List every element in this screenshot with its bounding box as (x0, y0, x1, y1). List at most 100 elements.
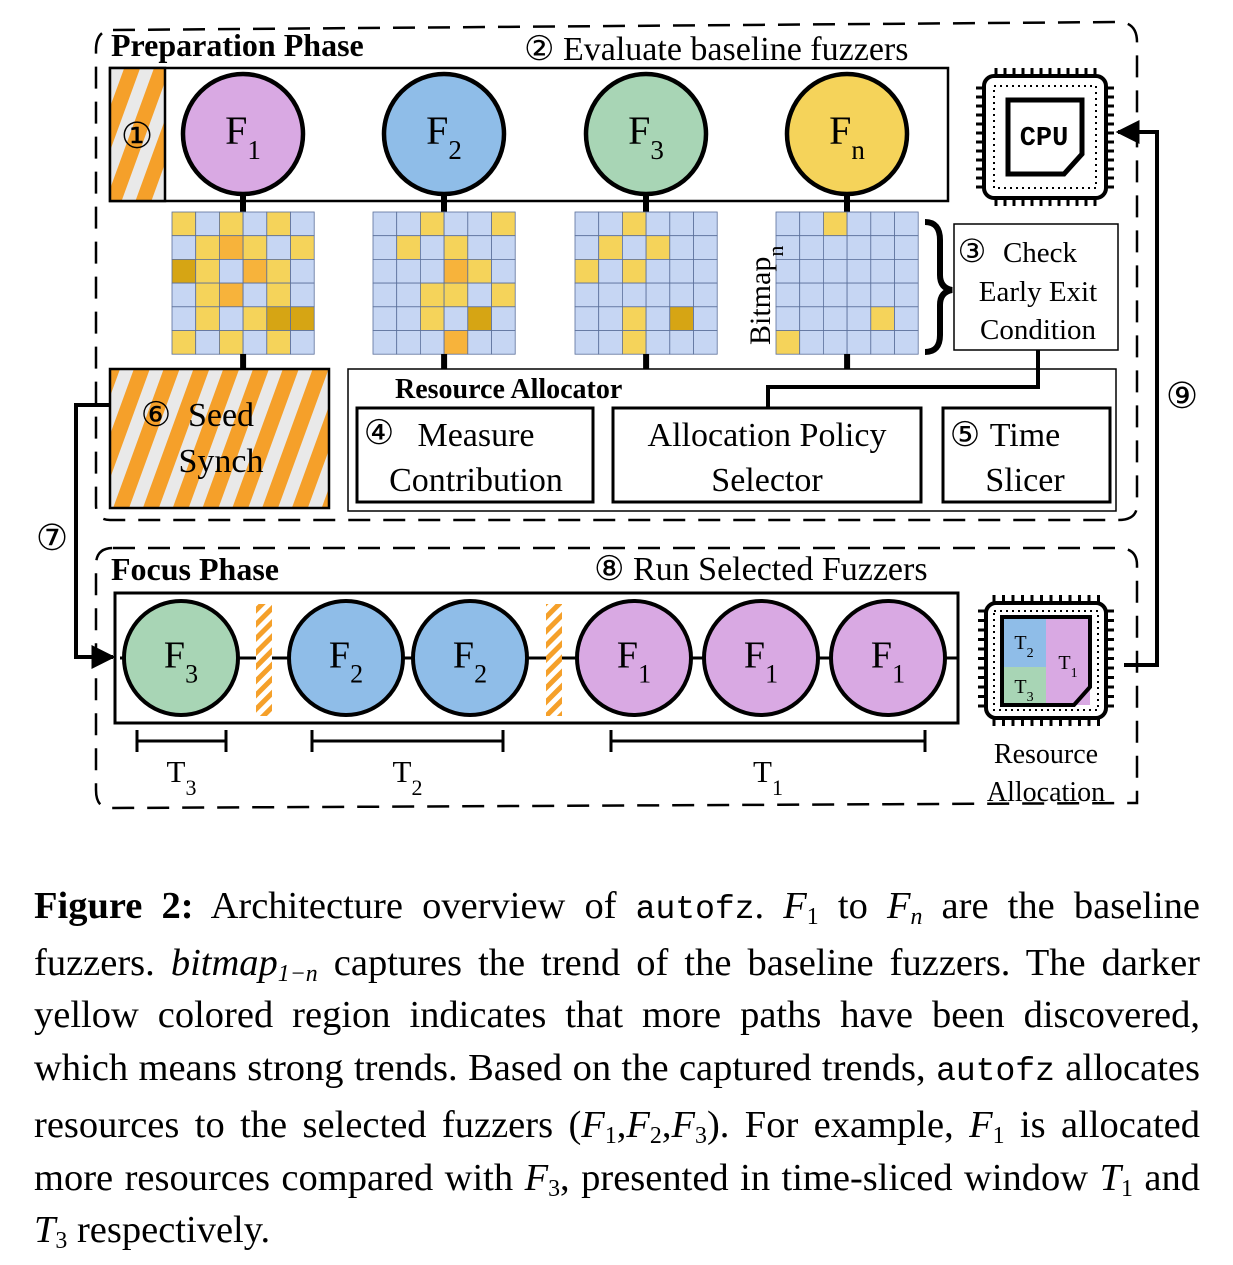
bitmap-cell (870, 235, 895, 260)
bitmap-cell (894, 330, 919, 355)
focus-fuzzer-label: F1 (744, 634, 778, 688)
check-line2: Early Exit (979, 276, 1097, 308)
bitmap-cell (218, 211, 244, 237)
time-window-label: T3 (167, 754, 197, 800)
check-to-policy-line (766, 350, 1040, 408)
bitmap-cell (467, 330, 492, 355)
bitmap-cell (171, 211, 197, 237)
bitmap-cell (645, 282, 671, 308)
bitmap-cell (645, 235, 671, 260)
chip-region-t2 (1002, 617, 1046, 667)
bitmap-cell (870, 306, 895, 331)
bitmap-cell (396, 211, 421, 237)
bitmap-cell (846, 306, 872, 331)
bitmap-cell (622, 258, 647, 284)
bitmap-cell (622, 330, 647, 355)
bitmap-cell (242, 258, 268, 284)
bitmap-cell (870, 282, 895, 308)
bitmap-cell (598, 282, 623, 308)
bitmap-n-label: Bitmapn (744, 246, 788, 345)
focus-phase-title: Focus Phase (111, 551, 279, 587)
measure-contribution-box (355, 406, 595, 504)
bitmap-cell (823, 306, 848, 331)
run-selected-fuzzers-label: ⑧ Run Selected Fuzzers (594, 551, 928, 588)
focus-fuzzer-circle (702, 599, 820, 717)
allocation-policy-box (611, 406, 923, 504)
bitmap-cell (669, 330, 694, 355)
preparation-phase-title: Preparation Phase (111, 27, 364, 63)
preparation-phase-frame (94, 20, 1139, 522)
step9-number: ⑨ (1166, 376, 1198, 416)
baseline-fuzzer-label: F3 (628, 108, 664, 165)
time-slicer-box (941, 406, 1112, 504)
bitmap-cell (799, 282, 824, 308)
bitmap-cell (195, 235, 220, 260)
bitmap-cell (846, 330, 872, 355)
bitmap-cell (195, 306, 220, 331)
focus-fuzzer-label: F2 (453, 634, 487, 688)
bitmap-cell (396, 306, 421, 331)
check-number: ③ (958, 233, 987, 269)
figure-caption: Figure 2: Architecture overview of autof… (34, 880, 1200, 1257)
bitmap-cell (195, 282, 220, 308)
bitmap-cell (419, 330, 445, 355)
bitmap-cell (645, 258, 671, 284)
bitmap-cell (467, 235, 492, 260)
bitmap-cell (645, 330, 671, 355)
bitmap-cell (775, 211, 801, 237)
bitmap-cell (574, 282, 600, 308)
bitmap-cell (467, 306, 492, 331)
policy-line2: Selector (711, 462, 823, 499)
bitmap-cell (290, 211, 315, 237)
bitmap-cell (266, 330, 291, 355)
baseline-fuzzer-circle (180, 71, 306, 197)
bitmap-cell (290, 258, 315, 284)
bitmap-cell (870, 330, 895, 355)
bitmap-cell (894, 235, 919, 260)
bitmap-cell (491, 282, 516, 308)
bitmap-cell (218, 235, 244, 260)
bitmap-cell (846, 282, 872, 308)
check-early-exit-box (953, 223, 1119, 351)
bitmap-cell (419, 211, 445, 237)
bitmaps (171, 211, 919, 369)
baseline-fuzzer-circle (583, 71, 709, 197)
focus-fuzzer-circle (122, 599, 240, 717)
bitmap-cell (669, 306, 694, 331)
bitmap-cell (443, 235, 469, 260)
bitmap-cell (419, 235, 445, 260)
bitmap-cell (693, 306, 718, 331)
bitmap-cell (372, 306, 398, 331)
bitmap-cell (266, 282, 291, 308)
bitmap-cell (491, 306, 516, 331)
focus-fuzzer-circle (287, 599, 405, 717)
bitmap-cell (266, 235, 291, 260)
bitmap-cell (266, 258, 291, 284)
architecture-diagram: Preparation Phase ② Evaluate baseline fu… (36, 20, 1198, 810)
seed-synch-number: ⑥ (141, 397, 171, 434)
step1-number: ① (121, 116, 153, 156)
bitmap-cell (775, 282, 801, 308)
slicer-number: ⑤ (950, 417, 980, 454)
bitmap-cell (290, 306, 315, 331)
bitmap-cell (846, 258, 872, 284)
bitmap-cell (823, 282, 848, 308)
focus-fuzzer-circle (411, 599, 529, 717)
time-windows: T3 T2 T1 (135, 730, 927, 800)
evaluate-baseline-label: ② Evaluate baseline fuzzers (524, 31, 908, 68)
check-line3: Condition (980, 314, 1097, 346)
bitmap-cell (846, 211, 872, 237)
bitmap-cell (645, 211, 671, 237)
bitmap-cell (171, 258, 197, 284)
bitmap-cell (598, 211, 623, 237)
baseline-fuzzer-label: F2 (426, 108, 462, 165)
bitmap-cell (372, 258, 398, 284)
bitmap-cell (443, 330, 469, 355)
bitmap-cell (574, 306, 600, 331)
time-window-label: T2 (393, 754, 423, 800)
chip-label: T1 (1058, 652, 1077, 681)
baseline-fuzzers: F1 F2 F3 Fn (180, 71, 910, 212)
separator-stripe (546, 604, 562, 716)
resource-allocation-chip: T2 T1 T3 (978, 595, 1114, 726)
bitmap-cell (396, 282, 421, 308)
